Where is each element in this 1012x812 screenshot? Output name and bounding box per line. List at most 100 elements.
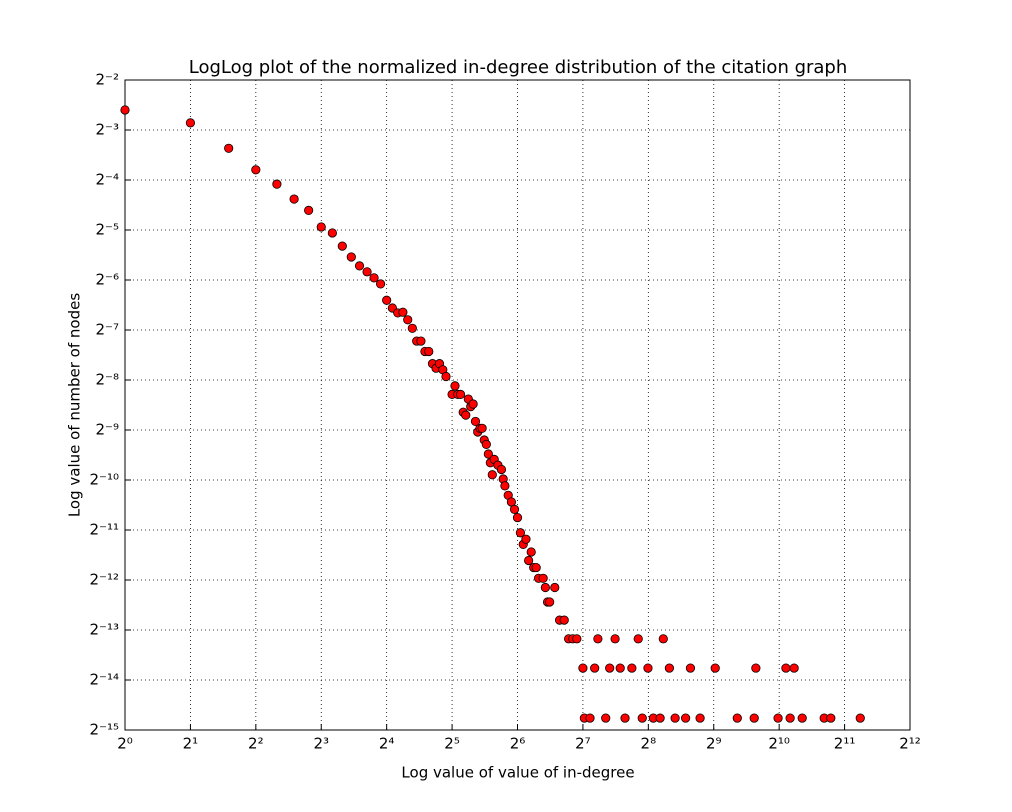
x-tick-label: 2¹ bbox=[183, 735, 199, 753]
point bbox=[316, 222, 326, 232]
point bbox=[633, 634, 643, 644]
x-tick-label: 2¹¹ bbox=[834, 735, 856, 753]
x-tick-label: 2² bbox=[248, 735, 264, 753]
point bbox=[483, 449, 493, 459]
point bbox=[509, 504, 520, 514]
point bbox=[526, 547, 536, 557]
x-tick-label: 2⁴ bbox=[379, 735, 395, 753]
point bbox=[455, 389, 466, 399]
point bbox=[369, 273, 379, 283]
point bbox=[615, 663, 625, 673]
point bbox=[585, 713, 595, 723]
point bbox=[481, 439, 491, 449]
x-tick-label: 2¹⁰ bbox=[768, 735, 790, 753]
point bbox=[545, 597, 555, 607]
point bbox=[685, 663, 696, 673]
plot-frame bbox=[124, 79, 911, 731]
point bbox=[424, 346, 434, 357]
point bbox=[354, 261, 365, 271]
point bbox=[590, 663, 600, 673]
point bbox=[346, 252, 356, 262]
point bbox=[441, 371, 451, 382]
point bbox=[224, 143, 234, 153]
chart-title: LogLog plot of the normalized in-degree … bbox=[189, 57, 848, 78]
point bbox=[710, 663, 720, 673]
point bbox=[382, 295, 392, 305]
y-tick-label: 2⁻⁶ bbox=[96, 271, 119, 289]
x-tick-label: 2⁶ bbox=[510, 735, 526, 753]
point bbox=[500, 481, 510, 491]
point bbox=[521, 534, 531, 544]
point bbox=[785, 713, 795, 723]
y-tick-label: 2⁻⁷ bbox=[96, 321, 119, 339]
point bbox=[643, 663, 653, 673]
x-tick-label: 2⁹ bbox=[706, 735, 722, 753]
x-tick-label: 2⁷ bbox=[575, 735, 591, 753]
point bbox=[403, 315, 413, 325]
x-tick-label: 2¹² bbox=[899, 735, 921, 753]
y-tick-label: 2⁻¹⁵ bbox=[90, 721, 120, 739]
x-axis-label: Log value of value of in-degree bbox=[401, 764, 634, 782]
point bbox=[593, 634, 603, 644]
point bbox=[470, 416, 481, 427]
point bbox=[251, 165, 261, 175]
y-tick-label: 2⁻³ bbox=[96, 121, 119, 139]
point bbox=[751, 663, 761, 673]
point bbox=[789, 663, 799, 673]
point bbox=[531, 562, 541, 573]
y-tick-label: 2⁻¹¹ bbox=[90, 521, 120, 539]
point bbox=[670, 713, 680, 723]
point bbox=[512, 512, 523, 523]
point bbox=[524, 555, 534, 566]
point bbox=[627, 663, 637, 673]
point bbox=[487, 470, 497, 480]
point bbox=[826, 713, 836, 723]
point bbox=[637, 713, 647, 723]
point bbox=[855, 713, 865, 723]
x-tick-label: 2⁸ bbox=[641, 735, 657, 753]
y-tick-label: 2⁻¹³ bbox=[90, 621, 120, 639]
point bbox=[327, 228, 337, 238]
point bbox=[337, 241, 347, 251]
point bbox=[681, 713, 691, 723]
point bbox=[620, 713, 630, 723]
point bbox=[540, 582, 550, 593]
point bbox=[781, 663, 791, 673]
point bbox=[601, 713, 611, 723]
point bbox=[398, 307, 408, 317]
point bbox=[572, 634, 582, 644]
point bbox=[773, 713, 783, 723]
point bbox=[304, 205, 314, 216]
y-tick-label: 2⁻⁹ bbox=[96, 421, 119, 439]
point bbox=[664, 663, 674, 673]
y-tick-label: 2⁻⁸ bbox=[96, 371, 119, 389]
point bbox=[655, 713, 665, 723]
x-tick-label: 2⁰ bbox=[117, 735, 133, 753]
point bbox=[732, 713, 742, 723]
y-axis-label: Log value of number of nodes bbox=[66, 293, 84, 517]
point bbox=[578, 663, 588, 673]
point bbox=[450, 381, 460, 391]
point bbox=[468, 399, 478, 409]
y-tick-label: 2⁻⁵ bbox=[96, 221, 119, 239]
point bbox=[605, 663, 615, 673]
point bbox=[375, 279, 386, 289]
point bbox=[461, 410, 471, 420]
point bbox=[515, 528, 526, 538]
point bbox=[610, 634, 620, 644]
point bbox=[695, 713, 705, 723]
point bbox=[477, 423, 487, 433]
point bbox=[496, 464, 507, 475]
point bbox=[407, 323, 417, 333]
point bbox=[120, 105, 130, 115]
point bbox=[559, 615, 569, 625]
y-tick-label: 2⁻² bbox=[96, 71, 119, 89]
point bbox=[749, 713, 759, 723]
point bbox=[797, 713, 807, 723]
point bbox=[538, 573, 548, 583]
x-tick-label: 2⁵ bbox=[444, 735, 460, 753]
y-tick-label: 2⁻¹² bbox=[90, 571, 120, 589]
y-tick-label: 2⁻¹⁰ bbox=[90, 471, 120, 489]
